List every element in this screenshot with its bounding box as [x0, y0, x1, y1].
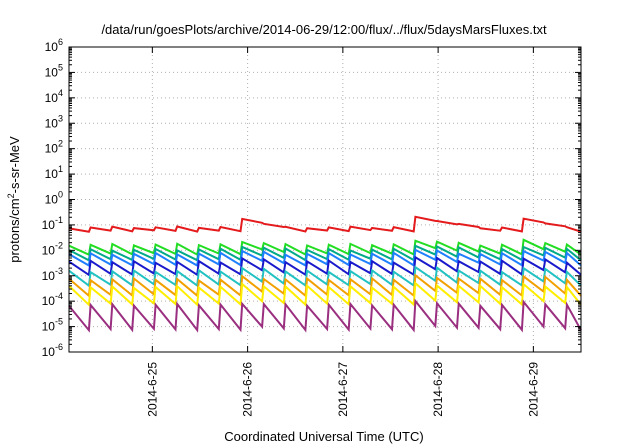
series-line-5 [68, 255, 582, 277]
y-tick-label: 106 [45, 37, 63, 54]
series-line-8 [68, 281, 582, 307]
y-tick-label: 103 [45, 113, 63, 130]
x-tick-label: 2014-6-28 [431, 362, 445, 417]
y-axis-ticks: 10-6 10-5 10-4 10-3 10-2 10-1 100 101 102 103 104 1… [42, 37, 581, 359]
y-tick-label: 10-3 [42, 266, 63, 283]
x-axis-ticks: 2014-6-25 2014-6-26 2014-6-27 2014-6-28 2014… [145, 47, 540, 417]
y-tick-label: 104 [45, 88, 63, 105]
series-line-6 [68, 265, 582, 288]
y-tick-label: 105 [45, 62, 63, 79]
x-tick-label: 2014-6-27 [336, 362, 350, 417]
y-axis-label-sup: 2 [6, 193, 16, 198]
series-line-1 [68, 215, 582, 233]
y-tick-label: 10-2 [42, 240, 63, 257]
data-series [68, 215, 582, 333]
x-tick-label: 2014-6-29 [526, 362, 540, 417]
y-tick-label: 10-5 [42, 317, 63, 334]
y-tick-label: 10-1 [42, 215, 63, 232]
grid-lines [69, 47, 581, 352]
chart-title: /data/run/goesPlots/archive/2014-06-29/1… [101, 22, 547, 37]
series-line-4 [68, 248, 582, 268]
series-line-2 [68, 238, 582, 257]
y-tick-label: 102 [45, 139, 63, 156]
y-axis-label-prefix: protons/cm [7, 198, 22, 262]
y-tick-label: 100 [45, 190, 63, 207]
y-axis-label: protons/cm2-s-sr-MeV [6, 136, 22, 263]
x-axis-label: Coordinated Universal Time (UTC) [224, 429, 423, 444]
y-tick-label: 10-4 [42, 291, 63, 308]
y-tick-label: 101 [45, 164, 63, 181]
y-tick-label: 10-6 [42, 342, 63, 359]
series-line-9 [68, 298, 582, 333]
x-tick-label: 2014-6-25 [145, 362, 159, 417]
y-axis-label-suffix: -s-sr-MeV [7, 136, 22, 193]
x-tick-label: 2014-6-26 [241, 362, 255, 417]
